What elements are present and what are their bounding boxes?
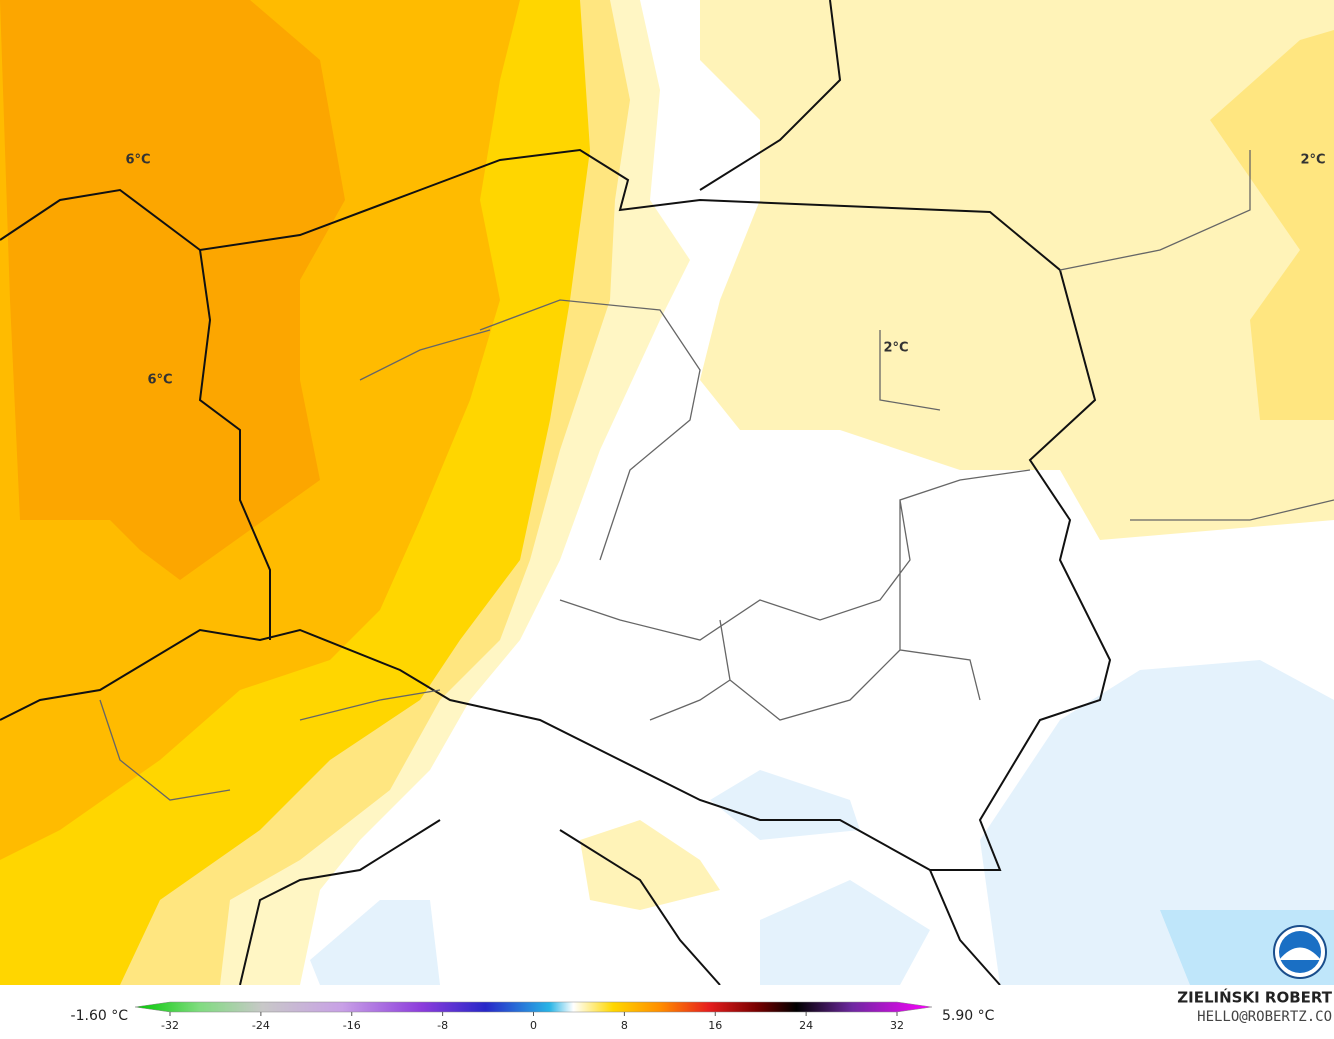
- colorbar-tick-label: -8: [437, 1019, 448, 1032]
- border-line: [0, 148, 1112, 871]
- zone-blue: [980, 660, 1334, 985]
- contour-label: 6°C: [147, 373, 172, 388]
- colorbar-tick-label: -32: [161, 1019, 179, 1032]
- colorbar-tick-label: 8: [621, 1019, 628, 1032]
- contour-label: 2°C: [1300, 153, 1325, 168]
- colorbar: [134, 1001, 933, 1013]
- contour-label: 6°C: [125, 153, 150, 168]
- colorbar-tick-label: -24: [252, 1019, 270, 1032]
- min-label: -1.60 °C: [71, 1008, 129, 1024]
- zone-ne-yellow: [1210, 30, 1334, 420]
- colorbar-tick-label: -16: [343, 1019, 361, 1032]
- zone-deep-orange: [0, 0, 345, 580]
- admin-line: [99, 150, 1334, 801]
- colorbar-tick-label: 24: [799, 1019, 813, 1032]
- credit-name: ZIELIŃSKI ROBERT: [1177, 988, 1332, 1007]
- contour-label: 2°C: [883, 341, 908, 356]
- max-label: 5.90 °C: [942, 1008, 995, 1024]
- noaa-logo: [1273, 925, 1327, 979]
- zone-pale-small: [580, 820, 720, 910]
- zone-ne: [700, 0, 1334, 540]
- colorbar-tick-label: 0: [530, 1019, 537, 1032]
- colorbar-tick-label: 32: [890, 1019, 904, 1032]
- map: [0, 0, 1334, 986]
- credit-email: HELLO@ROBERTZ.CO: [1197, 1009, 1332, 1025]
- zone-blue-small: [310, 770, 930, 985]
- border-line: [198, 0, 1001, 986]
- colorbar-tick-label: 16: [708, 1019, 722, 1032]
